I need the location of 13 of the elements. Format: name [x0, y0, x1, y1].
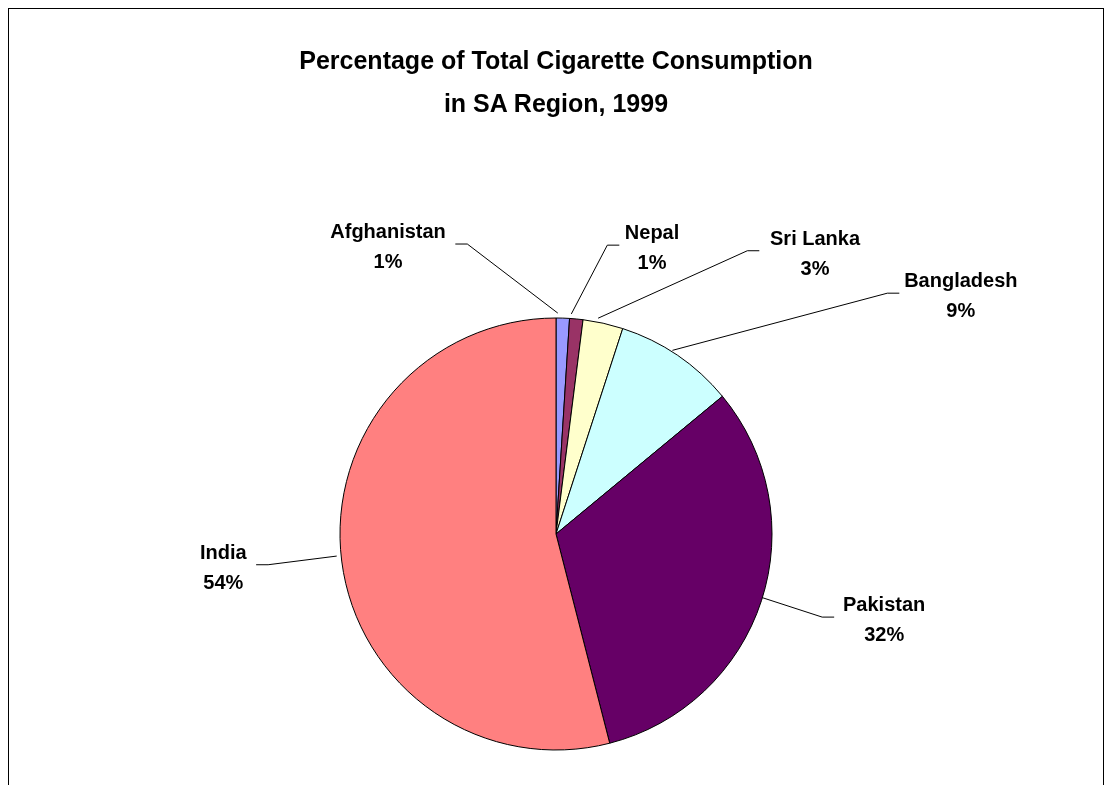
slice-label: Bangladesh [904, 269, 1018, 292]
slice-label: Afghanistan [330, 220, 446, 243]
data-label: 54% [203, 570, 244, 593]
slice-label: Pakistan [843, 593, 926, 616]
slice-label: Sri Lanka [770, 226, 861, 249]
data-label: 9% [946, 299, 976, 322]
data-label: 32% [864, 623, 905, 646]
data-label: 1% [373, 250, 403, 273]
slice-label: India [200, 540, 248, 563]
data-label: 3% [800, 256, 830, 279]
chart-title: Percentage of Total Cigarette Consumption in SA Region, 1999 [299, 46, 813, 117]
slice-label: Nepal [624, 221, 680, 244]
data-label: 1% [637, 251, 667, 274]
